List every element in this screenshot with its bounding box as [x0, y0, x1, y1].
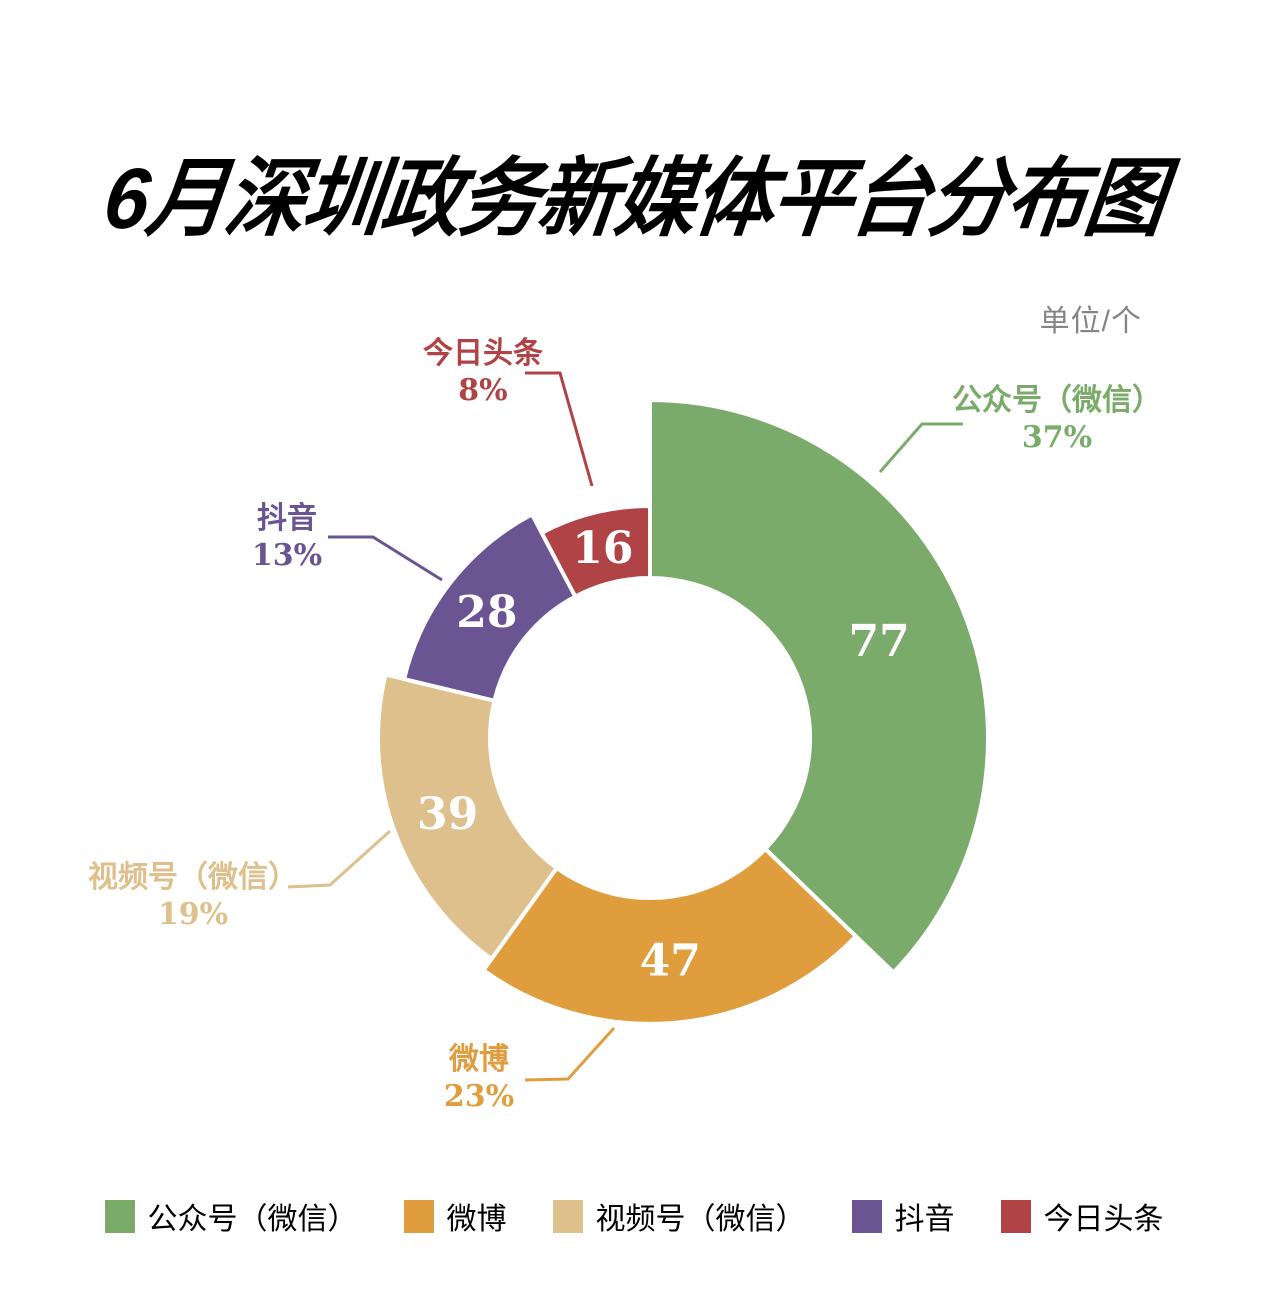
legend-label: 抖音 [894, 1202, 955, 1237]
callout-line-5 [525, 371, 594, 487]
callout-line-3 [287, 829, 392, 889]
pie-slice-1 [648, 397, 990, 976]
callout-line-4 [328, 535, 443, 582]
pie-slice-2 [480, 846, 859, 1026]
slice-value-1: 77 [848, 616, 909, 667]
legend-swatch [552, 1199, 583, 1233]
legend-label: 微博 [446, 1202, 507, 1237]
callout-label-4: 抖音 13% [252, 501, 322, 574]
slice-value-2: 47 [640, 935, 701, 986]
callout-percent: 19% [157, 897, 229, 932]
legend-label: 公众号（微信） [147, 1202, 358, 1237]
pie-slice-4 [401, 511, 579, 704]
legend-swatch [1000, 1199, 1031, 1233]
legend-swatch [851, 1199, 882, 1233]
callout-line-2 [524, 1026, 616, 1082]
legend-item-3: 视频号（微信） [552, 1194, 806, 1238]
callout-percent: 13% [251, 538, 323, 573]
callout-label-1: 公众号（微信） 37% [952, 383, 1162, 456]
pie-slice-3 [376, 672, 560, 962]
callout-category-name: 微博 [448, 1042, 509, 1077]
callout-label-5: 今日头条 8% [423, 336, 543, 409]
slice-value-5: 16 [572, 523, 633, 574]
callout-line-1 [878, 422, 963, 473]
callout-label-3: 视频号（微信） 19% [88, 860, 298, 933]
slice-value-3: 39 [417, 789, 478, 840]
unit-label: 单位/个 [1039, 305, 1142, 338]
slice-value-4: 28 [456, 587, 517, 638]
legend-swatch [403, 1199, 434, 1233]
legend-label: 今日头条 [1043, 1202, 1164, 1237]
callout-category-name: 抖音 [256, 501, 317, 536]
legend-item-4: 抖音 [851, 1194, 955, 1238]
legend-item-1: 公众号（微信） [104, 1194, 358, 1238]
callout-percent: 37% [1021, 420, 1093, 455]
legend: 公众号（微信） 微博 视频号（微信） 抖音 今日头条 [0, 1194, 1268, 1238]
callout-category-name: 视频号（微信） [88, 860, 298, 895]
pie-slice-5 [538, 503, 652, 600]
callout-category-name: 今日头条 [423, 336, 543, 371]
callout-percent: 8% [458, 373, 508, 408]
callout-percent: 23% [443, 1079, 515, 1114]
callout-category-name: 公众号（微信） [952, 383, 1162, 418]
legend-label: 视频号（微信） [595, 1202, 806, 1237]
callout-label-2: 微博 23% [444, 1042, 514, 1115]
legend-item-2: 微博 [403, 1194, 507, 1238]
legend-swatch [104, 1199, 135, 1233]
legend-item-5: 今日头条 [1000, 1194, 1164, 1238]
